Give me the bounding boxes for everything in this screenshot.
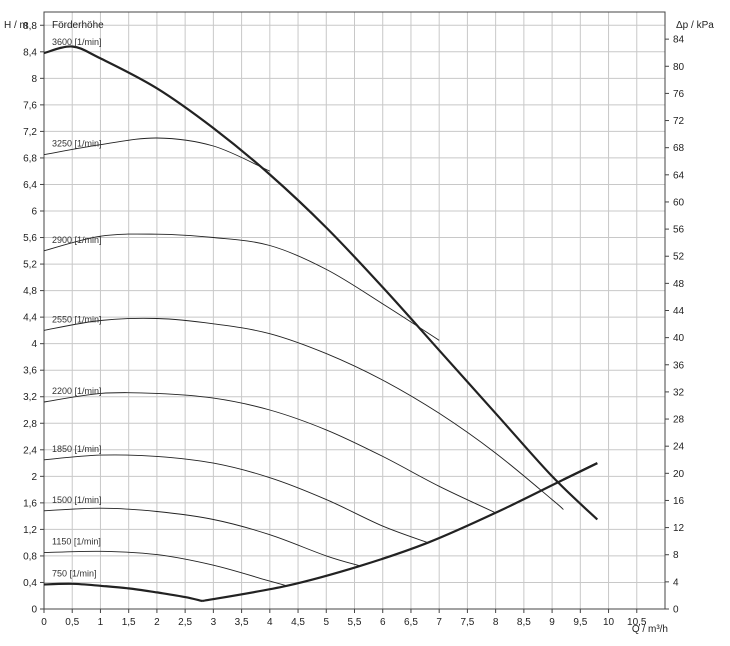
y-right-tick-label: 84 (673, 35, 685, 46)
y-right-tick-label: 8 (673, 550, 679, 561)
series-label-2900: 2900 [1/min] (52, 235, 102, 245)
series-line-envelope-10 (562, 462, 598, 481)
x-tick-label: 9,5 (573, 617, 587, 628)
y-left-tick-label: 5,2 (23, 260, 37, 271)
series-line-1500 (43, 507, 361, 567)
series-line-2550 (43, 317, 564, 510)
y-right-tick-label: 16 (673, 496, 685, 507)
y-right-tick-label: 44 (673, 306, 685, 317)
y-left-tick-label: 1,6 (23, 498, 37, 509)
y-left-tick-label: 2 (31, 472, 37, 483)
series-line-2200 (43, 392, 496, 514)
y-right-tick-label: 36 (673, 360, 685, 371)
series-label-3600: 3600 [1/min] (52, 37, 102, 47)
y-right-tick-label: 80 (673, 62, 685, 73)
y-left-tick-label: 8,8 (23, 21, 37, 32)
series-label-1150: 1150 [1/min] (52, 537, 101, 547)
y-left-tick-label: 4 (31, 339, 37, 350)
y-right-axis-title: Δp / kPa (676, 20, 714, 31)
chart-title: Förderhöhe (52, 20, 104, 31)
series (43, 45, 599, 603)
x-tick-label: 4 (267, 617, 273, 628)
x-tick-label: 5 (323, 617, 329, 628)
x-tick-label: 9 (549, 617, 555, 628)
y-left-tick-label: 0,8 (23, 551, 37, 562)
y-right-tick-label: 72 (673, 116, 685, 127)
y-right-tick-label: 20 (673, 469, 685, 480)
series-label-2550: 2550 [1/min] (52, 314, 102, 324)
y-left-tick-label: 6,4 (23, 180, 37, 191)
y-left-tick-label: 0,4 (23, 578, 37, 589)
y-right-tick-label: 52 (673, 252, 685, 263)
y-right-tick-label: 64 (673, 170, 685, 181)
y-left-tick-label: 8 (31, 74, 37, 85)
x-tick-label: 4,5 (291, 617, 305, 628)
x-tick-label: 7,5 (460, 617, 474, 628)
y-left-tick-label: 7,2 (23, 127, 37, 138)
x-tick-label: 2 (154, 617, 160, 628)
grid (44, 12, 665, 609)
right-axis: 0481216202428323640444852566064687276808… (665, 35, 685, 616)
y-left-tick-label: 2,8 (23, 419, 37, 430)
series-line-3600 (43, 45, 599, 521)
x-tick-label: 10 (603, 617, 615, 628)
y-left-tick-label: 0 (31, 605, 37, 616)
y-left-tick-label: 1,2 (23, 525, 37, 536)
x-tick-label: 5,5 (348, 617, 362, 628)
y-right-tick-label: 28 (673, 415, 685, 426)
y-left-tick-label: 7,6 (23, 100, 37, 111)
series-label-1500: 1500 [1/min] (52, 495, 102, 505)
x-tick-label: 3,5 (235, 617, 249, 628)
y-right-tick-label: 0 (673, 605, 679, 616)
x-tick-label: 2,5 (178, 617, 192, 628)
y-left-tick-label: 6,8 (23, 153, 37, 164)
x-tick-label: 8 (493, 617, 499, 628)
y-left-tick-label: 2,4 (23, 445, 37, 456)
series-line-1150 (43, 550, 287, 587)
y-right-tick-label: 24 (673, 442, 685, 453)
series-line-2900 (43, 233, 440, 341)
x-tick-label: 0,5 (65, 617, 79, 628)
x-tick-label: 8,5 (517, 617, 531, 628)
y-right-tick-label: 40 (673, 333, 685, 344)
x-tick-label: 1 (98, 617, 104, 628)
left-axis: 0 0,4 0,8 1,2 1,6 2 2,4 2,8 3,2 3,6 4 4,4 4,8 5,2 5,6 6… (23, 21, 44, 616)
y-right-tick-label: 56 (673, 225, 685, 236)
y-right-tick-label: 32 (673, 387, 685, 398)
y-left-tick-label: 6 (31, 207, 37, 218)
curve-labels: 3600 [1/min] 3250 [1/min] 2900 [1/min] 2550… (52, 37, 102, 578)
x-tick-label: 7 (436, 617, 442, 628)
y-right-tick-label: 76 (673, 89, 685, 100)
x-tick-label: 3 (211, 617, 217, 628)
y-left-tick-label: 5,6 (23, 233, 37, 244)
series-label-2200: 2200 [1/min] (52, 386, 102, 396)
y-left-tick-label: 4,8 (23, 286, 37, 297)
y-left-tick-label: 4,4 (23, 313, 37, 324)
y-left-axis-title: H / m (4, 20, 28, 31)
series-line-envelope-9 (201, 462, 598, 603)
x-tick-label: 1,5 (122, 617, 136, 628)
y-right-tick-label: 60 (673, 197, 685, 208)
y-right-tick-label: 12 (673, 523, 685, 534)
y-right-tick-label: 48 (673, 279, 685, 290)
y-right-tick-label: 68 (673, 143, 685, 154)
series-line-1850 (43, 454, 429, 544)
x-tick-label: 10,5 (627, 617, 647, 628)
y-left-tick-label: 8,4 (23, 47, 37, 58)
series-label-750: 750 [1/min] (52, 568, 97, 578)
y-right-tick-label: 4 (673, 577, 679, 588)
x-tick-label: 0 (41, 617, 47, 628)
series-line-750 (43, 582, 203, 603)
x-tick-label: 6,5 (404, 617, 418, 628)
y-left-tick-label: 3,2 (23, 392, 37, 403)
bottom-axis: 0 0,5 1 1,5 2 2,5 3 3,5 4 4,5 5 5,5 6 6,5 7 7,5 8 8,5 9 9,5… (41, 609, 647, 628)
x-tick-label: 6 (380, 617, 386, 628)
y-left-tick-label: 3,6 (23, 366, 37, 377)
series-line-3250 (43, 137, 270, 172)
series-label-3250: 3250 [1/min] (52, 139, 102, 149)
series-label-1850: 1850 [1/min] (52, 444, 102, 454)
x-axis-title: Q / m³/h (632, 624, 668, 635)
